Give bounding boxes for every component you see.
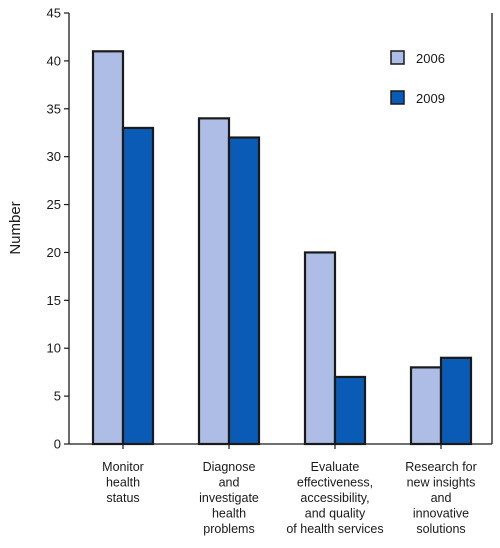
- y-tick-label: 35: [47, 101, 61, 116]
- legend: 2006 2009: [390, 50, 445, 106]
- bar-2009-1: [121, 126, 155, 446]
- y-axis-label: Number: [7, 201, 24, 254]
- y-tick-label: 45: [47, 6, 61, 21]
- bar-2006-4: [409, 366, 443, 446]
- bar-2009-3: [333, 375, 367, 446]
- bar-2006-2: [197, 117, 231, 446]
- x-category-label: Diagnose and investigate health problems: [199, 460, 259, 536]
- y-tick-label: 5: [54, 389, 61, 404]
- legend-label-2006: 2006: [416, 51, 445, 66]
- bar-2006-3: [303, 251, 337, 446]
- y-tick-label: 40: [47, 53, 61, 68]
- bar-2006-1: [91, 50, 125, 446]
- y-tick-label: 25: [47, 197, 61, 212]
- x-category-label: Monitor health status: [102, 460, 144, 505]
- y-tick-label: 20: [47, 245, 61, 260]
- x-category-label: Research for new insights and innovative sol…: [405, 460, 477, 536]
- y-tick-label: 0: [54, 437, 61, 452]
- legend-swatch-2009: [390, 90, 405, 105]
- bar-2009-4: [439, 356, 473, 446]
- x-category-label: Evaluate effectiveness, accessibility, and …: [286, 460, 383, 536]
- y-tick-label: 15: [47, 293, 61, 308]
- y-tick-label: 10: [47, 341, 61, 356]
- bar-2009-2: [227, 136, 261, 446]
- legend-swatch-2006: [390, 50, 405, 65]
- y-tick-label: 30: [47, 149, 61, 164]
- legend-label-2009: 2009: [416, 91, 445, 106]
- plot-area: 0 5 10 15 20 25 30 35 40 45 Monitor health status Dia…: [47, 6, 493, 536]
